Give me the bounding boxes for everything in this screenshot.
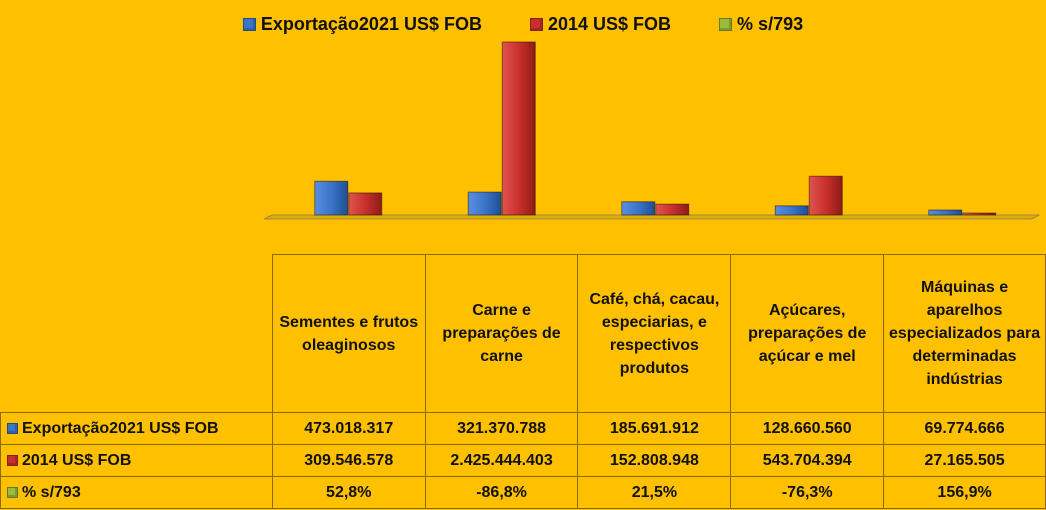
data-label-s1-c1: 2.425.444.403 (424, 444, 579, 477)
table-row: 2014 US$ FOB 309.546.578 2.425.444.403 152.… (0, 444, 1046, 477)
data-label-s1-c0: 309.546.578 (271, 444, 426, 477)
legend-item-1: 2014 US$ FOB (529, 14, 672, 35)
legend-swatch-2 (719, 18, 733, 31)
category-label-3: Açúcares, preparações de açúcar e mel (730, 254, 885, 413)
category-label-4: Máquinas e aparelhos especializados para… (883, 254, 1046, 413)
series-name-1: 2014 US$ FOB (22, 451, 132, 469)
bar-exportacao2021-1 (467, 191, 502, 216)
table-corner (1, 255, 273, 413)
legend-label-1: 2014 US$ FOB (547, 14, 672, 34)
series-row-header-2: % s/793 (0, 476, 273, 509)
data-label-s1-c2: 152.808.948 (577, 444, 732, 477)
bar-exportacao2021-3 (774, 205, 809, 216)
category-label-1: Carne e preparações de carne (424, 254, 579, 413)
data-label-s2-c1: -86,8% (424, 476, 579, 509)
data-label-s1-c4: 27.165.505 (883, 444, 1046, 477)
chart-plot-area (263, 41, 1040, 220)
data-label-s2-c4: 156,9% (883, 476, 1046, 509)
bar-2014-1 (501, 41, 536, 216)
legend-label-0: Exportação2021 US$ FOB (260, 14, 482, 34)
category-label-2: Café, chá, cacau, especiarias, e respect… (577, 254, 732, 413)
legend-swatch-0 (242, 18, 256, 31)
data-label-s2-c0: 52,8% (271, 476, 426, 509)
bar-exportacao2021-2 (621, 201, 656, 216)
table-row: Exportação2021 US$ FOB 473.018.317 321.370… (0, 412, 1046, 445)
data-label-s2-c2: 21,5% (577, 476, 732, 509)
bar-2014-2 (655, 203, 690, 216)
bar-2014-3 (808, 175, 843, 216)
legend-label-2: % s/793 (737, 14, 804, 34)
data-label-s0-c3: 128.660.560 (730, 412, 885, 445)
table-header-row: Sementes e frutos oleaginosos Carne e pre… (1, 254, 1046, 413)
data-label-s1-c3: 543.704.394 (730, 444, 885, 477)
series-name-2: % s/793 (22, 483, 81, 501)
data-label-s0-c1: 321.370.788 (424, 412, 579, 445)
series-swatch-1 (7, 454, 18, 466)
legend-swatch-1 (529, 18, 543, 31)
category-label-0: Sementes e frutos oleaginosos (271, 254, 426, 413)
data-label-s0-c0: 473.018.317 (271, 412, 426, 445)
series-swatch-2 (7, 486, 18, 498)
series-swatch-0 (7, 422, 18, 434)
chart-floor (263, 214, 1040, 220)
table-row: % s/793 52,8% -86,8% 21,5% -76,3% 156,9% (0, 476, 1046, 509)
data-label-s0-c4: 69.774.666 (883, 412, 1046, 445)
series-row-header-0: Exportação2021 US$ FOB (0, 412, 273, 445)
legend-item-2: % s/793 (719, 14, 803, 35)
chart-legend: Exportação2021 US$ FOB 2014 US$ FOB % s/79… (0, 14, 1046, 35)
series-name-0: Exportação2021 US$ FOB (22, 419, 219, 437)
data-label-s2-c3: -76,3% (730, 476, 885, 509)
bar-exportacao2021-4 (928, 209, 963, 216)
series-row-header-1: 2014 US$ FOB (0, 444, 273, 477)
bar-2014-4 (962, 212, 997, 216)
data-label-s0-c2: 185.691.912 (577, 412, 732, 445)
chart-data-table: Sementes e frutos oleaginosos Carne e pre… (0, 254, 1046, 509)
legend-item-0: Exportação2021 US$ FOB (242, 14, 482, 35)
bar-exportacao2021-0 (314, 180, 349, 216)
bar-2014-0 (348, 192, 383, 216)
